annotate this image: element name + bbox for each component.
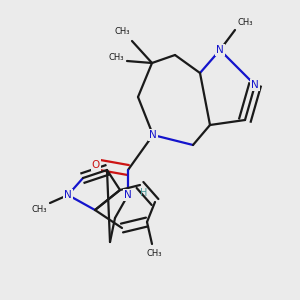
Text: CH₃: CH₃ [109,53,124,62]
Text: N: N [149,130,157,140]
Text: N: N [64,190,72,200]
Text: N: N [216,45,224,55]
Text: O: O [92,160,100,170]
Text: N: N [124,190,132,200]
Text: CH₃: CH₃ [115,27,130,36]
Text: N: N [251,80,259,90]
Text: CH₃: CH₃ [32,205,47,214]
Text: CH₃: CH₃ [146,249,162,258]
Text: H: H [140,188,147,198]
Text: CH₃: CH₃ [238,18,254,27]
